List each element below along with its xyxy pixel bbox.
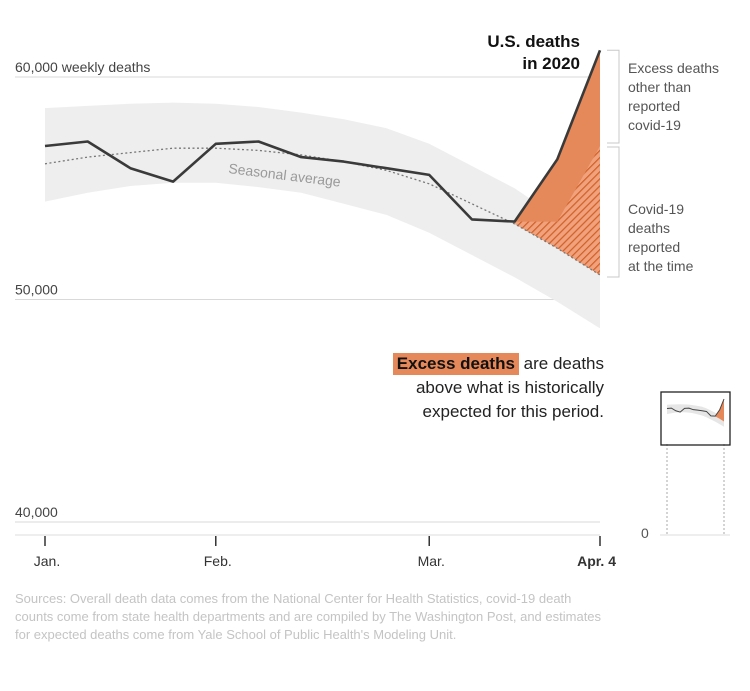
- x-tick-label-3: Apr. 4: [577, 553, 616, 569]
- x-tick-label-1: Feb.: [204, 553, 232, 569]
- inset-minimap: [660, 391, 731, 536]
- grid: 60,000 weekly deaths 50,000 40,000: [15, 59, 600, 523]
- bracket-covid-reported: [607, 146, 620, 278]
- x-tick-label-2: Mar.: [418, 553, 445, 569]
- sources-note: Sources: Overall death data comes from t…: [15, 591, 602, 642]
- chart: 60,000 weekly deaths 50,000 40,000 U.S. de…: [15, 32, 731, 569]
- inset-zero-label: 0: [641, 525, 649, 541]
- annotation-covid-line-3: reported: [628, 239, 680, 255]
- annotation-excess-other-line-1: Excess deaths: [628, 60, 719, 76]
- annotation-brackets: [607, 49, 620, 278]
- inset-band: [667, 404, 724, 427]
- excess-deaths-explainer-text: are deaths above what is historically ex…: [415, 354, 604, 421]
- inset-frame: [660, 391, 731, 446]
- annotation-excess-other-line-2: other than: [628, 79, 691, 95]
- chart-title-line-2: in 2020: [522, 54, 580, 73]
- covid-reported-hatched-area: [514, 146, 600, 275]
- chart-title-line-1: U.S. deaths: [487, 32, 580, 51]
- expected-range-band-shape: [45, 102, 600, 329]
- annotation-covid-line-1: Covid-19: [628, 201, 684, 217]
- bracket-excess-other: [607, 49, 620, 144]
- x-tick-label-0: Jan.: [34, 553, 60, 569]
- excess-deaths-highlight: Excess deaths: [392, 353, 519, 375]
- annotation-covid-line-2: deaths: [628, 220, 670, 236]
- inset-observed-line: [666, 398, 725, 417]
- observed-deaths-line: [44, 49, 602, 223]
- series-lines: [44, 49, 602, 276]
- annotation-covid-line-4: at the time: [628, 258, 694, 274]
- excess-deaths-explainer: Excess deaths are deaths above what is h…: [370, 352, 604, 424]
- annotation-excess-other-line-3: reported: [628, 98, 680, 114]
- y-tick-label-2: 40,000: [15, 504, 58, 520]
- x-axis: Jan. Feb. Mar. Apr. 4: [15, 534, 616, 569]
- y-tick-label-0: 60,000 weekly deaths: [15, 59, 150, 75]
- annotation-excess-other-line-4: covid-19: [628, 117, 681, 133]
- expected-range-band: [45, 102, 600, 329]
- y-tick-label-1: 50,000: [15, 282, 58, 298]
- chart-text: U.S. deaths in 2020 Seasonal average Exc…: [228, 32, 719, 541]
